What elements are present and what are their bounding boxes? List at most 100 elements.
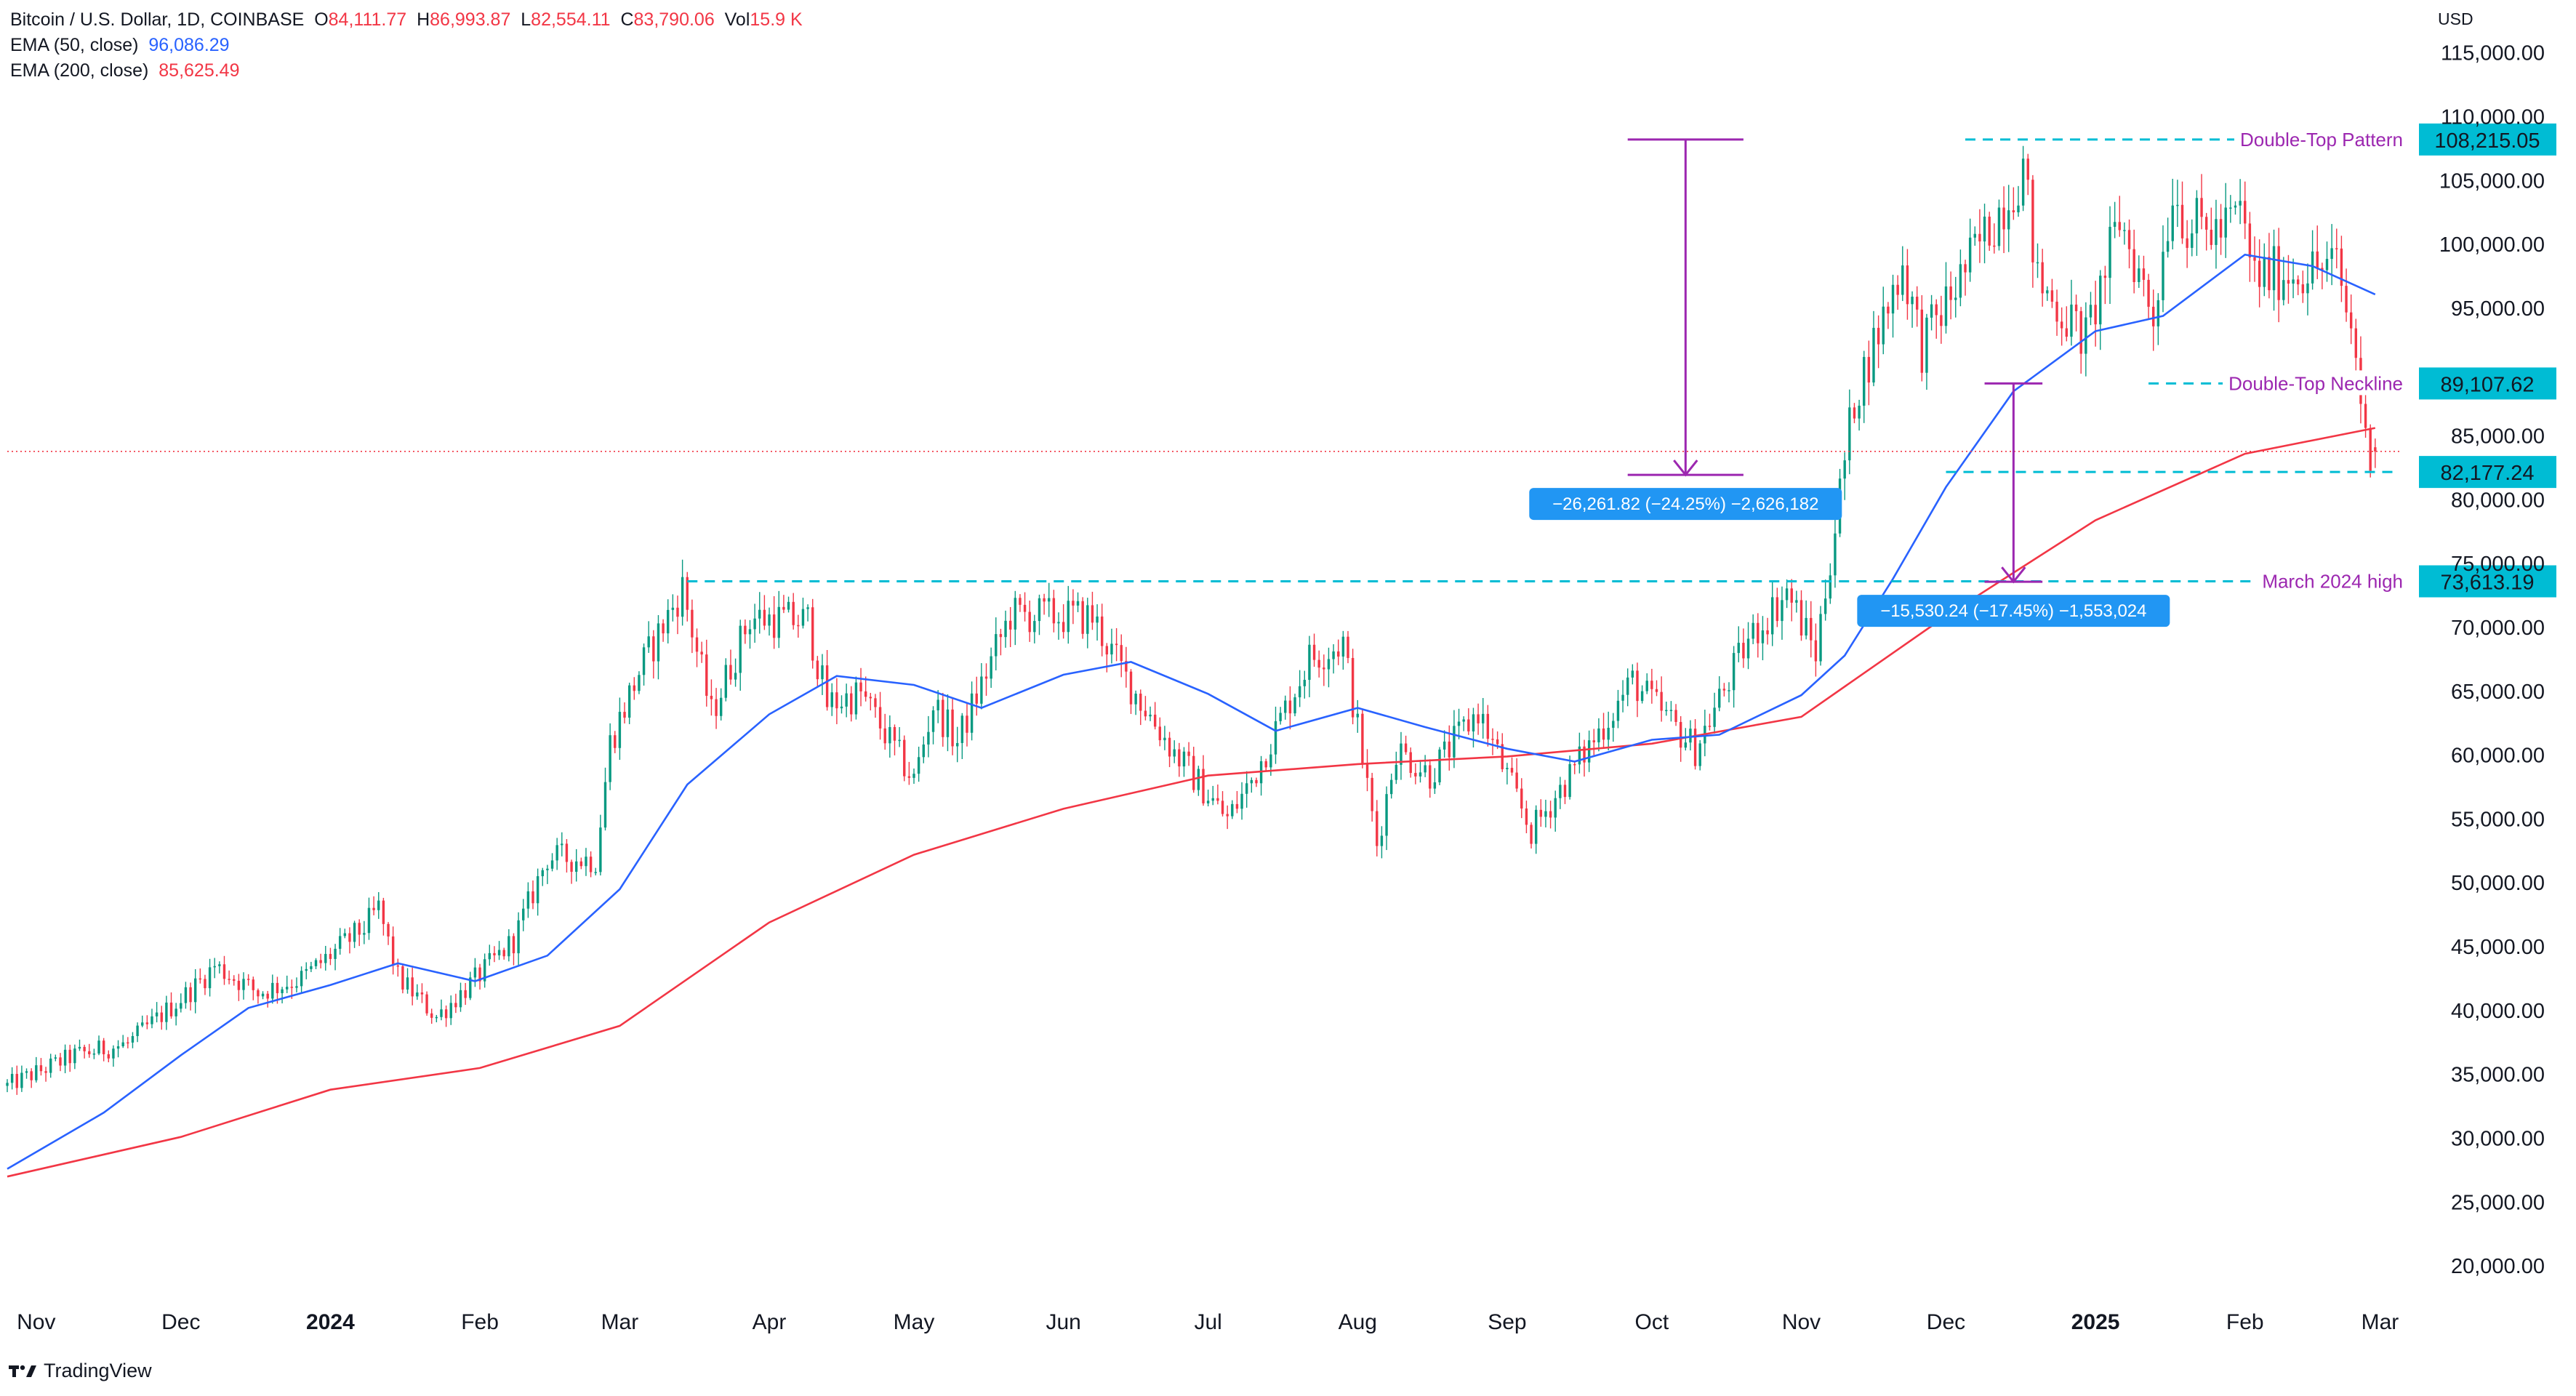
candle-body xyxy=(2108,226,2111,278)
candle-body xyxy=(1293,697,1296,714)
candle-body xyxy=(878,707,882,729)
candle-body xyxy=(898,739,901,742)
candle-body xyxy=(1385,794,1388,836)
x-tick-label: Jul xyxy=(1194,1310,1221,1334)
close-value: 83,790.06 xyxy=(633,9,715,30)
ema200-row[interactable]: EMA (200, close) 85,625.49 xyxy=(10,58,803,84)
candle-body xyxy=(382,900,385,924)
x-tick-label: Apr xyxy=(753,1310,787,1334)
candle-body xyxy=(1482,713,1485,723)
candle-body xyxy=(1698,743,1701,766)
ema50-row[interactable]: EMA (50, close) 96,086.29 xyxy=(10,33,803,58)
annotation-bg xyxy=(2256,568,2406,593)
candle-body xyxy=(1530,825,1533,844)
candle-body xyxy=(980,676,983,704)
candle-body xyxy=(1621,694,1624,701)
candle-body xyxy=(719,697,723,716)
candle-body xyxy=(2321,268,2324,270)
candle-body xyxy=(271,982,274,999)
candle-body xyxy=(787,601,790,610)
candle-body xyxy=(1795,600,1798,603)
candle-body xyxy=(2272,246,2276,291)
candle-body xyxy=(686,577,689,610)
candle-body xyxy=(2127,230,2131,249)
chart-legend: Bitcoin / U.S. Dollar, 1D, COINBASE O84,… xyxy=(10,7,803,84)
candle-body xyxy=(1940,315,1943,326)
candle-body xyxy=(1669,710,1673,711)
candle-body xyxy=(966,715,968,733)
candle-body xyxy=(1361,713,1364,764)
candle-body xyxy=(396,965,399,967)
candle-body xyxy=(204,979,206,989)
candle-body xyxy=(1264,761,1267,768)
annotation-bg xyxy=(2223,370,2406,396)
candle-body xyxy=(1438,749,1441,782)
candle-body xyxy=(1081,601,1084,634)
tradingview-logo[interactable]: TradingView xyxy=(9,1360,152,1382)
candle-body xyxy=(435,1016,438,1019)
candle-body xyxy=(449,1003,452,1019)
candle-body xyxy=(358,923,361,935)
candle-body xyxy=(353,923,356,942)
candle-body xyxy=(2345,286,2348,313)
candle-body xyxy=(2171,205,2174,241)
candle-body xyxy=(1968,237,1972,273)
candle-body xyxy=(1284,700,1287,713)
candle-body xyxy=(638,675,641,691)
candle-body xyxy=(1906,265,1909,305)
candle-body xyxy=(1746,638,1750,659)
candle-body xyxy=(2132,249,2135,282)
candle-body xyxy=(2311,251,2314,284)
candle-body xyxy=(2316,251,2319,268)
currency-label[interactable]: USD xyxy=(2438,9,2473,28)
candle-body xyxy=(777,606,780,638)
candle-body xyxy=(1573,763,1576,766)
candle-body xyxy=(2085,317,2087,354)
candle-body xyxy=(603,782,607,828)
candle-body xyxy=(2369,428,2372,471)
candle-body xyxy=(797,625,800,627)
measure-arrowhead xyxy=(1673,460,1698,477)
candle-body xyxy=(1752,622,1754,639)
candle-body xyxy=(2200,198,2203,217)
candle-body xyxy=(570,862,573,872)
candle-body xyxy=(883,728,886,744)
candle-body xyxy=(2002,207,2005,230)
candle-body xyxy=(363,933,366,935)
candle-body xyxy=(2263,257,2266,287)
candle-body xyxy=(121,1042,124,1046)
candle-body xyxy=(642,647,646,675)
candle-body xyxy=(2191,233,2194,248)
y-tick-label: 115,000.00 xyxy=(2441,42,2545,65)
candle-body xyxy=(942,699,944,737)
candle-body xyxy=(1337,651,1340,657)
candle-body xyxy=(1722,689,1726,691)
candle-body xyxy=(174,1008,177,1016)
ema50-line xyxy=(7,253,2376,1170)
candle-body xyxy=(2079,310,2082,354)
candle-body xyxy=(710,695,713,699)
symbol-title[interactable]: Bitcoin / U.S. Dollar, 1D, COINBASE xyxy=(10,9,305,30)
candle-body xyxy=(585,857,587,867)
y-tick-label: 100,000.00 xyxy=(2439,233,2545,257)
y-tick-label: 70,000.00 xyxy=(2451,617,2545,640)
candle-body xyxy=(213,966,216,968)
x-tick-label: Sep xyxy=(1488,1310,1526,1334)
candle-body xyxy=(541,870,544,877)
candle-body xyxy=(662,623,665,634)
y-tick-label: 45,000.00 xyxy=(2451,936,2545,959)
candle-body xyxy=(420,992,424,995)
candle-body xyxy=(1414,773,1417,777)
candle-body xyxy=(1655,689,1658,692)
y-tick-label: 80,000.00 xyxy=(2451,489,2545,512)
candle-body xyxy=(609,735,611,782)
candle-body xyxy=(1404,743,1408,753)
candle-body xyxy=(1298,686,1301,698)
y-tick-label: 35,000.00 xyxy=(2451,1064,2545,1087)
candle-body xyxy=(1356,713,1359,718)
candle-body xyxy=(705,654,708,696)
candle-body xyxy=(68,1049,71,1064)
candle-body xyxy=(1949,286,1952,300)
